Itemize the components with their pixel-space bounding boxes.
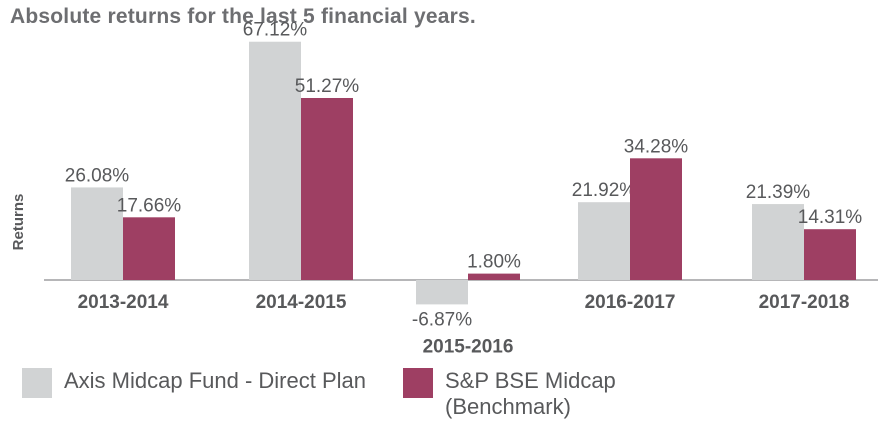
bar-axis-2013-2014 <box>71 187 123 280</box>
data-label-axis-2017-2018: 21.39% <box>746 182 811 203</box>
legend-item-axis-midcap: Axis Midcap Fund - Direct Plan <box>22 368 366 398</box>
data-label-axis-2016-2017: 21.92% <box>572 180 637 201</box>
data-label-bse-2014-2015: 51.27% <box>295 76 360 97</box>
data-label-bse-2016-2017: 34.28% <box>624 136 689 157</box>
data-label-bse-2017-2018: 14.31% <box>798 207 863 228</box>
chart-title: Absolute returns for the last 5 financia… <box>10 5 476 28</box>
bar-axis-2017-2018 <box>752 204 804 280</box>
data-label-bse-2013-2014: 17.66% <box>117 195 182 216</box>
bar-bse-2015-2016 <box>468 273 520 280</box>
legend-label-axis-midcap: Axis Midcap Fund - Direct Plan <box>64 368 366 393</box>
data-label-axis-2014-2015: 67.12% <box>243 20 308 41</box>
bar-bse-2017-2018 <box>804 229 856 280</box>
category-label-2017-2018: 2017-2018 <box>759 292 850 313</box>
legend-label-bse-line-2: (Benchmark) <box>445 394 571 419</box>
bar-chart: Returns 26.08% 17.66% 2013-2014 67.12% 51.27%… <box>10 20 878 357</box>
category-label-2015-2016: 2015-2016 <box>423 336 514 357</box>
category-label-2016-2017: 2016-2017 <box>585 292 676 313</box>
bar-bse-2014-2015 <box>301 97 353 280</box>
legend-label-bse-midcap: S&P BSE Midcap (Benchmark) <box>445 368 616 420</box>
data-label-axis-2013-2014: 26.08% <box>65 165 130 186</box>
category-label-2014-2015: 2014-2015 <box>256 292 347 313</box>
category-label-2013-2014: 2013-2014 <box>78 292 169 313</box>
bar-bse-2013-2014 <box>123 217 175 280</box>
legend-label-bse-line-1: S&P BSE Midcap <box>445 368 616 393</box>
data-label-axis-2015-2016: -6.87% <box>412 309 472 330</box>
bar-axis-2016-2017 <box>578 202 630 280</box>
legend-swatch-axis-midcap <box>22 368 52 398</box>
data-label-bse-2015-2016: 1.80% <box>467 252 521 273</box>
bar-axis-2014-2015 <box>249 41 301 280</box>
bar-bse-2016-2017 <box>630 158 682 280</box>
legend-swatch-bse-midcap <box>403 368 433 398</box>
bar-axis-2015-2016 <box>416 280 468 305</box>
y-axis-label: Returns <box>10 194 27 251</box>
legend-item-bse-midcap: S&P BSE Midcap (Benchmark) <box>403 368 616 420</box>
